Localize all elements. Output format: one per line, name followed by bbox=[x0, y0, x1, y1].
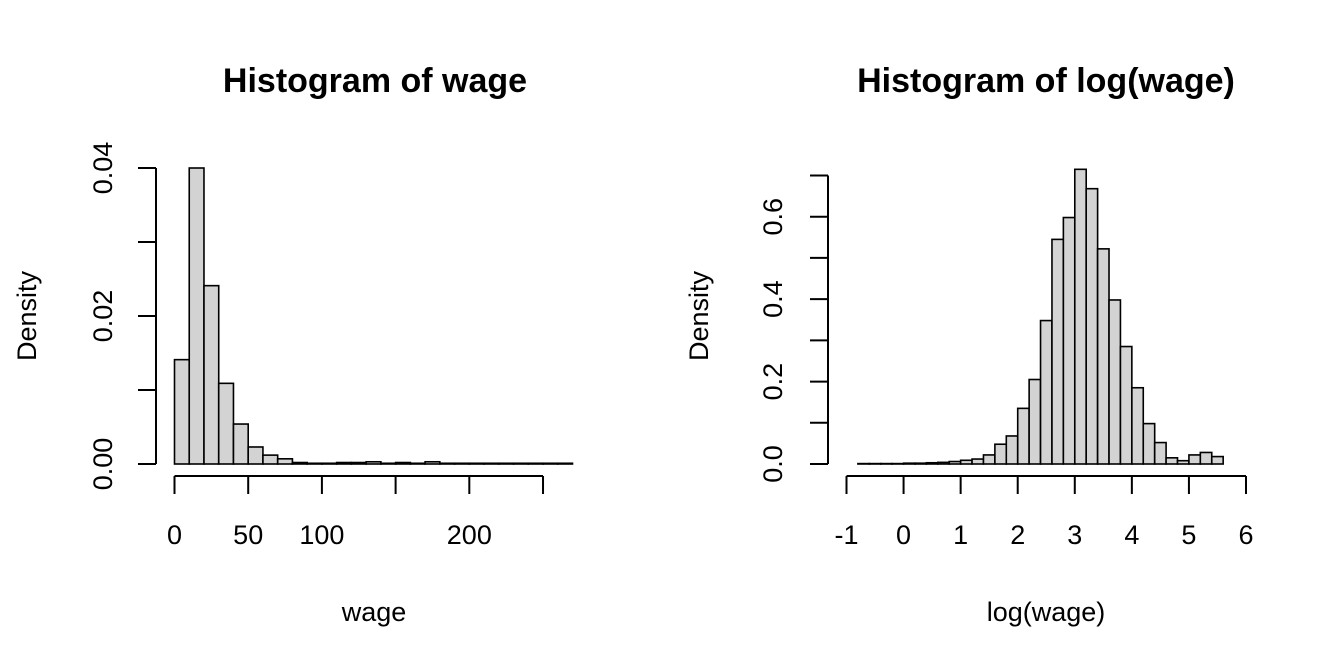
wage-bar bbox=[188, 167, 205, 465]
log-wage-y-tick-label: 0.4 bbox=[758, 280, 788, 318]
wage-bars bbox=[173, 167, 574, 465]
log-wage-y-tick-label: 0.6 bbox=[758, 198, 788, 236]
log-wage-bar bbox=[1108, 299, 1122, 465]
log-wage-bar bbox=[902, 462, 916, 465]
wage-bar bbox=[424, 460, 441, 465]
log-wage-bar bbox=[994, 443, 1008, 465]
wage-bar bbox=[217, 382, 235, 465]
log-wage-x-axis-label: log(wage) bbox=[987, 597, 1106, 627]
log-wage-bar bbox=[1153, 441, 1167, 465]
log-wage-bar bbox=[959, 459, 973, 465]
wage-y-tick-label: 0.04 bbox=[88, 142, 118, 195]
log-wage-bar bbox=[1210, 455, 1224, 465]
log-wage-bar bbox=[925, 461, 939, 465]
log-wage-x-tick-label: 2 bbox=[1010, 520, 1025, 550]
log-wage-bar bbox=[1096, 248, 1110, 465]
wage-bar bbox=[232, 423, 250, 465]
wage-bar bbox=[542, 462, 559, 465]
log-wage-y-tick-label: 0.2 bbox=[758, 363, 788, 401]
wage-bar bbox=[483, 462, 500, 465]
log-wage-bar bbox=[1073, 168, 1088, 465]
wage-y-tick-label: 0.02 bbox=[88, 290, 118, 343]
wage-x-axis-label: wage bbox=[341, 597, 407, 627]
log-wage-bar bbox=[1016, 407, 1030, 465]
log-wage-bar bbox=[1131, 386, 1145, 465]
log-wage-y-axis: 0.0 0.2 0.4 0.6 bbox=[758, 174, 829, 483]
log-wage-bar bbox=[1062, 216, 1076, 465]
wage-bar bbox=[439, 462, 456, 465]
wage-bar bbox=[247, 446, 264, 465]
log-wage-x-tick-label: 0 bbox=[896, 520, 911, 550]
wage-bar bbox=[335, 461, 353, 465]
log-wage-x-tick-label: -1 bbox=[834, 520, 858, 550]
wage-x-tick-label: 200 bbox=[447, 520, 492, 550]
wage-bar bbox=[394, 461, 412, 465]
log-wage-bar bbox=[1165, 457, 1179, 465]
log-wage-bar bbox=[914, 462, 928, 465]
wage-bar bbox=[527, 462, 544, 465]
log-wage-bar bbox=[1199, 451, 1213, 465]
wage-y-tick-label: 0.00 bbox=[88, 438, 118, 491]
log-wage-x-tick-label: 1 bbox=[953, 520, 968, 550]
wage-bar bbox=[512, 462, 530, 465]
wage-bar bbox=[556, 462, 574, 465]
wage-bar bbox=[497, 462, 515, 465]
wage-bar bbox=[409, 462, 426, 465]
wage-x-tick-label: 100 bbox=[299, 520, 344, 550]
log-wage-x-axis: -1 0 1 2 3 4 5 6 bbox=[834, 475, 1254, 550]
log-wage-bar bbox=[1188, 454, 1202, 465]
wage-x-tick-label: 50 bbox=[233, 520, 263, 550]
log-wage-bar bbox=[982, 454, 996, 465]
wage-bar bbox=[350, 461, 367, 465]
log-wage-x-tick-label: 4 bbox=[1124, 520, 1139, 550]
wage-x-axis: 0 50 100 200 bbox=[167, 475, 545, 550]
log-wage-y-axis-label: Density bbox=[684, 270, 714, 361]
wage-histogram-panel: Histogram of wage wage Density 0 50 100 200… bbox=[12, 62, 574, 627]
wage-bar bbox=[262, 454, 279, 465]
log-wage-bar bbox=[1176, 459, 1190, 465]
log-wage-bar bbox=[971, 458, 985, 465]
wage-x-tick-label: 0 bbox=[167, 520, 182, 550]
log-wage-x-tick-label: 3 bbox=[1067, 520, 1082, 550]
log-wage-x-tick-label: 6 bbox=[1238, 520, 1253, 550]
wage-bar bbox=[291, 461, 308, 465]
log-wage-bar bbox=[1051, 238, 1065, 465]
log-wage-x-tick-label: 5 bbox=[1181, 520, 1196, 550]
wage-bar bbox=[276, 458, 294, 465]
wage-bar bbox=[365, 460, 382, 465]
wage-histogram-title: Histogram of wage bbox=[223, 62, 527, 100]
log-wage-bars bbox=[857, 168, 1224, 465]
log-wage-bar bbox=[1119, 345, 1133, 465]
wage-bar bbox=[173, 358, 191, 465]
log-wage-bar bbox=[937, 461, 951, 465]
log-wage-bar bbox=[948, 460, 962, 465]
wage-bar bbox=[306, 462, 323, 465]
log-wage-bar bbox=[1028, 378, 1042, 465]
log-wage-bar bbox=[1085, 187, 1099, 465]
wage-bar bbox=[453, 462, 471, 465]
log-wage-bar bbox=[1039, 319, 1053, 465]
wage-y-axis-label: Density bbox=[12, 270, 42, 361]
wage-bar bbox=[321, 462, 338, 465]
wage-bar bbox=[380, 462, 397, 465]
wage-bar bbox=[468, 462, 485, 465]
log-wage-bar bbox=[1142, 422, 1156, 465]
log-wage-histogram-panel: Histogram of log(wage) log(wage) Density… bbox=[684, 62, 1254, 627]
log-wage-histogram-title: Histogram of log(wage) bbox=[857, 62, 1235, 100]
log-wage-y-tick-label: 0.0 bbox=[758, 445, 788, 483]
wage-y-axis: 0.00 0.02 0.04 bbox=[88, 142, 157, 491]
log-wage-bar bbox=[1005, 435, 1019, 465]
wage-bar bbox=[203, 284, 220, 465]
